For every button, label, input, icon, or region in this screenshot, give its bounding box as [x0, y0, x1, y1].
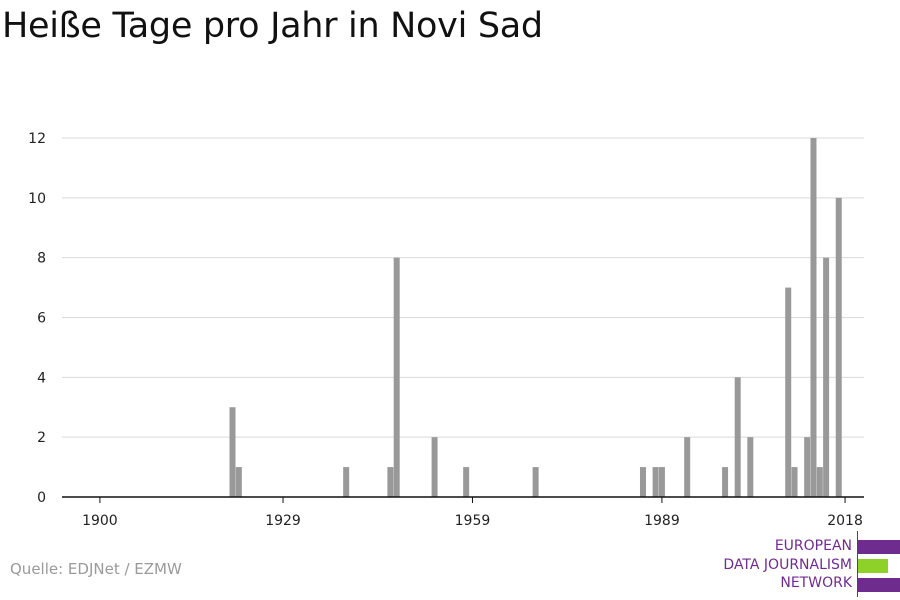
bar-1986: [639, 467, 646, 497]
bar-1988: [652, 467, 659, 497]
logo-wordmark: EUROPEAN DATA JOURNALISM NETWORK: [723, 537, 852, 593]
x-tick-label-1929: 1929: [265, 513, 301, 529]
x-tick-label-2018: 2018: [827, 513, 863, 529]
bar-2015: [823, 257, 830, 497]
edjnet-logo[interactable]: EUROPEAN DATA JOURNALISM NETWORK: [705, 531, 900, 597]
bar-2001: [734, 377, 741, 497]
chart-title: Heiße Tage pro Jahr in Novi Sad: [2, 6, 543, 46]
bar-1999: [722, 467, 729, 497]
bar-2013: [810, 138, 817, 497]
logo-divider: [857, 531, 858, 597]
bar-2014: [816, 467, 823, 497]
y-tick-label-6: 6: [37, 311, 46, 327]
x-tick-label-1959: 1959: [455, 513, 491, 529]
logo-bar-top: [858, 540, 900, 554]
logo-bar-bottom: [858, 578, 900, 592]
logo-bar-middle: [858, 559, 888, 573]
y-tick-label-2: 2: [37, 430, 46, 446]
logo-line-1: EUROPEAN: [774, 538, 852, 554]
y-tick-label-0: 0: [37, 490, 46, 506]
logo-line-2: DATA JOURNALISM: [723, 556, 852, 573]
y-tick-label-10: 10: [28, 191, 46, 207]
x-tick-label-1900: 1900: [82, 513, 118, 529]
bar-1946: [387, 467, 394, 497]
bar-1947: [393, 257, 400, 497]
logo-bars-icon: [858, 540, 900, 592]
bar-2012: [804, 437, 811, 497]
bar-1969: [532, 467, 539, 497]
bar-1958: [463, 467, 470, 497]
bar-2003: [747, 437, 754, 497]
bar-1939: [343, 467, 350, 497]
bar-1953: [431, 437, 438, 497]
y-tick-label-12: 12: [28, 131, 46, 147]
bar-2017: [835, 197, 842, 498]
bar-1989: [658, 467, 665, 497]
source-note: Quelle: EDJNet / EZMW: [10, 560, 182, 578]
axes: 0 2 4 6 8 10 12 1900 1929 1959 1989 2018: [28, 131, 864, 529]
y-tick-label-8: 8: [37, 251, 46, 267]
bar-1921: [229, 407, 236, 497]
bar-1922: [235, 467, 242, 497]
bar-1993: [684, 437, 691, 497]
y-tick-label-4: 4: [37, 370, 46, 386]
logo-line-3: NETWORK: [780, 575, 852, 591]
bars: [229, 138, 842, 498]
bar-2010: [791, 467, 798, 497]
bar-2009: [785, 287, 792, 497]
x-tick-label-1989: 1989: [644, 513, 680, 529]
gridlines: [62, 137, 864, 438]
